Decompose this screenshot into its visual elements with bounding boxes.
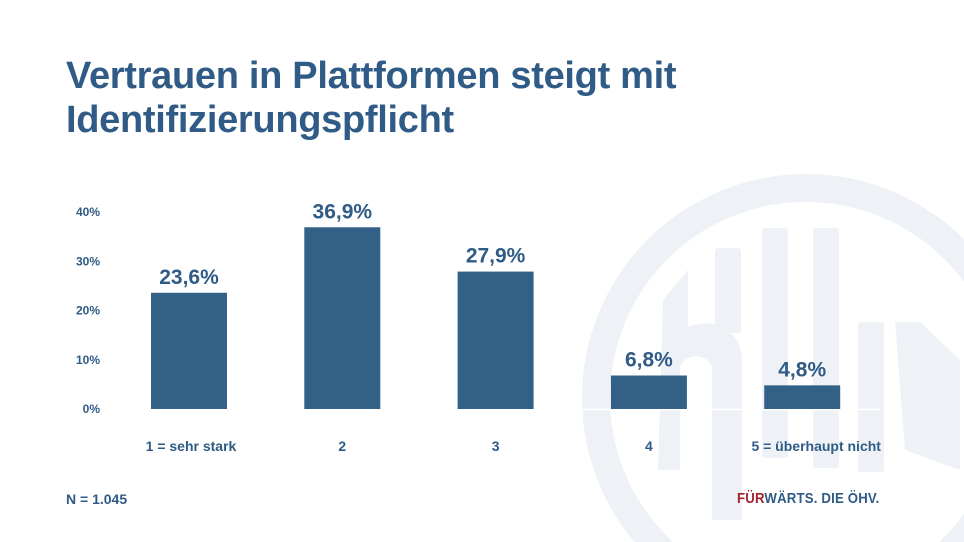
watermark-v-stroke — [895, 322, 960, 470]
x-tick-label: 5 = überhaupt nicht — [751, 438, 881, 454]
y-tick-label: 30% — [76, 254, 100, 268]
x-tick-label: 3 — [492, 438, 500, 454]
data-label: 4,8% — [778, 358, 826, 381]
sample-size-note: N = 1.045 — [66, 491, 128, 507]
bar — [304, 227, 381, 409]
brand-slogan-rest: WÄRTS. DIE ÖHV. — [764, 490, 880, 507]
x-tick-label: 1 = sehr stark — [146, 438, 237, 454]
watermark-bar-1 — [715, 248, 741, 333]
x-tick-label: 2 — [338, 438, 346, 454]
data-label: 27,9% — [466, 245, 526, 268]
bar — [764, 385, 841, 409]
page-title: Vertrauen in Plattformen steigt mit Iden… — [66, 55, 677, 141]
brand-slogan-highlight: FÜR — [737, 490, 765, 507]
bar — [457, 271, 534, 409]
data-label: 23,6% — [159, 266, 219, 289]
bar — [151, 292, 227, 409]
bars — [151, 227, 841, 409]
data-labels: 23,6% 36,9% 27,9% 6,8% 4,8% — [159, 200, 826, 381]
y-tick-label: 0% — [83, 402, 101, 416]
y-tick-label: 10% — [76, 353, 100, 367]
data-label: 6,8% — [625, 349, 673, 372]
data-label: 36,9% — [313, 200, 373, 223]
watermark-bar-4 — [858, 322, 884, 472]
y-tick-label: 40% — [76, 205, 100, 219]
x-axis-labels: 1 = sehr stark 2 3 4 5 = überhaupt nicht — [146, 438, 882, 454]
y-tick-label: 20% — [76, 304, 100, 318]
x-tick-label: 4 — [645, 438, 653, 454]
brand-slogan: FÜRWÄRTS. DIE ÖHV. — [737, 490, 880, 507]
bar — [610, 375, 687, 409]
y-axis: 0% 10% 20% 30% 40% — [76, 205, 100, 416]
watermark-ring — [582, 174, 964, 542]
